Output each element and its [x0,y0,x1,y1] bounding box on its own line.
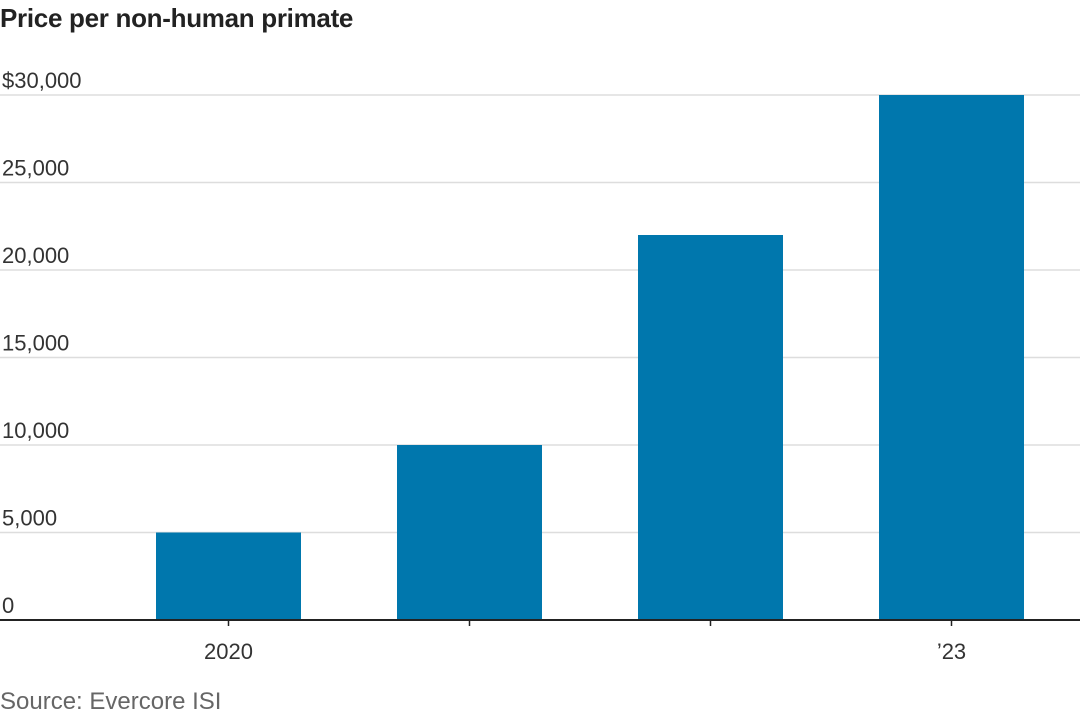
x-tick-label: ’23 [937,639,966,664]
y-tick-label: 5,000 [2,506,57,531]
bars [156,95,1024,620]
x-axis-tick-labels: 2020 ’23 [204,639,966,664]
y-tick-label: 25,000 [2,156,69,181]
y-tick-label: 10,000 [2,418,69,443]
bar [156,532,301,620]
chart-title: Price per non-human primate [0,3,354,33]
y-axis-tick-labels: 0 5,000 10,000 15,000 20,000 25,000 $30,000 [2,68,82,618]
bar-chart: 0 5,000 10,000 15,000 20,000 25,000 $30,000 20… [0,68,1080,664]
source-note: Source: Evercore ISI [0,688,222,715]
y-tick-label: 15,000 [2,331,69,356]
bar [879,95,1024,620]
bar [397,445,542,620]
x-axis [0,619,1080,626]
y-tick-label: 0 [2,593,14,618]
y-tick-label: 20,000 [2,243,69,268]
x-tick-label: 2020 [204,639,253,664]
bar [638,235,783,620]
y-tick-label: $30,000 [2,68,82,93]
